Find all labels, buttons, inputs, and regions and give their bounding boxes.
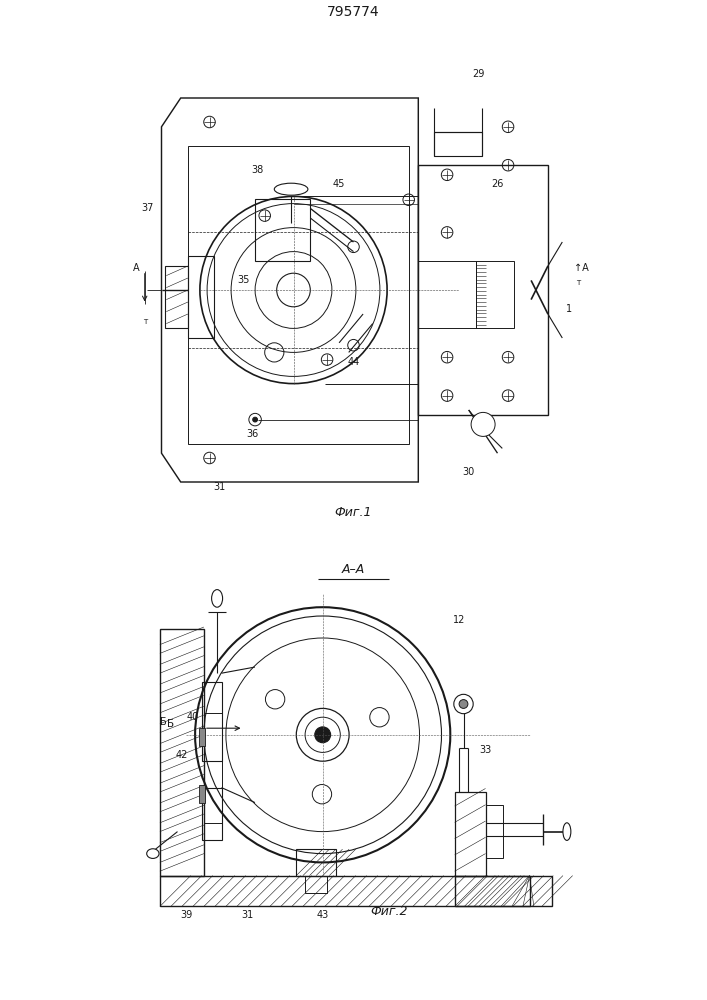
Ellipse shape [146, 849, 159, 858]
Text: 795774: 795774 [327, 5, 380, 19]
Bar [419, 261, 476, 328]
Text: Б: Б [168, 719, 175, 729]
Bar [201, 682, 221, 761]
Text: 43: 43 [317, 910, 329, 920]
Text: ↑A: ↑A [574, 263, 589, 273]
Text: 42: 42 [176, 750, 188, 760]
Bar [305, 876, 327, 893]
Circle shape [252, 417, 257, 422]
Bar [160, 876, 530, 906]
Text: 31: 31 [242, 910, 254, 920]
Bar [296, 849, 336, 876]
Text: 29: 29 [472, 69, 484, 79]
Bar [476, 261, 514, 328]
Text: 36: 36 [247, 429, 259, 439]
Text: 35: 35 [237, 275, 250, 285]
Text: T: T [576, 280, 580, 286]
Ellipse shape [211, 590, 223, 607]
Bar [255, 199, 310, 261]
Bar [160, 629, 204, 876]
Bar [419, 165, 548, 415]
Text: 1: 1 [566, 304, 573, 314]
Text: 44: 44 [347, 357, 360, 367]
Text: 33: 33 [479, 745, 491, 755]
Text: 12: 12 [453, 615, 465, 625]
Text: 39: 39 [180, 910, 192, 920]
Text: Фиг.2: Фиг.2 [370, 905, 407, 918]
Bar [199, 785, 205, 803]
Text: 38: 38 [252, 165, 264, 175]
Bar [455, 876, 551, 906]
Bar [486, 805, 503, 858]
Text: A–A: A–A [342, 563, 365, 576]
Text: 31: 31 [213, 482, 226, 492]
Bar [188, 256, 214, 338]
Bar [188, 146, 409, 444]
Text: А: А [134, 263, 140, 273]
Text: 30: 30 [462, 467, 475, 477]
Ellipse shape [274, 183, 308, 195]
Text: 40: 40 [187, 712, 199, 722]
Bar [434, 132, 482, 156]
Circle shape [471, 412, 495, 436]
Bar [201, 788, 221, 840]
Text: 37: 37 [141, 203, 153, 213]
Text: Б: Б [160, 717, 167, 727]
Text: 45: 45 [333, 179, 345, 189]
Text: Фиг.1: Фиг.1 [334, 506, 373, 519]
Text: T: T [143, 319, 147, 325]
Bar [204, 713, 221, 823]
Text: 26: 26 [491, 179, 503, 189]
Ellipse shape [563, 823, 571, 840]
Bar [165, 266, 188, 328]
Bar [199, 728, 205, 746]
Circle shape [459, 700, 468, 708]
Circle shape [315, 727, 331, 743]
Bar [455, 792, 486, 876]
